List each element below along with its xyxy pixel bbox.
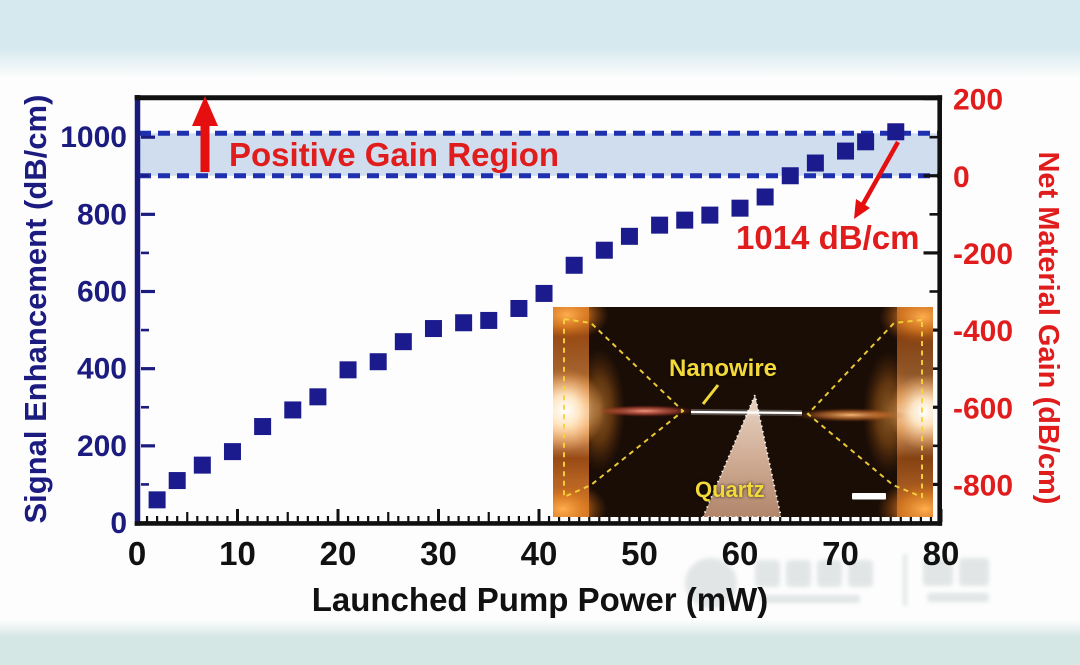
watermark-subtext (760, 595, 860, 603)
right-tick-label: -200 (953, 238, 1013, 271)
right-laser-streak (793, 408, 909, 422)
right-axis-title: Net Material Gain (dB/cm) (1031, 151, 1064, 505)
watermark-divider (903, 554, 907, 606)
x-tick-label: 70 (822, 535, 859, 572)
bottom-margin-band (0, 620, 1080, 665)
right-tick-label: 200 (953, 84, 1003, 117)
watermark-glyph (817, 560, 842, 587)
annotation-arrow-head (854, 199, 870, 219)
max-gain-value-label: 1014 dB/cm (736, 219, 920, 256)
inset-micrograph: Nanowire Quartz (519, 289, 973, 539)
data-point (756, 188, 774, 206)
quartz-label: Quartz (695, 477, 765, 502)
data-point (510, 299, 528, 317)
watermark-subtext (927, 593, 989, 602)
x-tick-label: 80 (923, 535, 960, 572)
x-tick-label: 0 (128, 535, 146, 572)
data-point (701, 206, 719, 224)
annotation-arrow-line (860, 140, 900, 208)
data-point (651, 216, 669, 234)
data-point (223, 443, 241, 461)
data-point (369, 353, 387, 371)
data-point (806, 154, 824, 172)
data-point (837, 142, 855, 160)
right-tick-label: -400 (953, 315, 1013, 348)
data-point (595, 241, 613, 259)
data-point (254, 418, 272, 436)
x-tick-label: 30 (420, 535, 457, 572)
x-tick-label: 10 (219, 535, 256, 572)
watermark-glyph (848, 560, 873, 587)
data-point (887, 123, 905, 141)
right-tick-label: -600 (953, 392, 1013, 425)
right-taper-outline (806, 318, 923, 499)
x-tick-label: 20 (320, 535, 357, 572)
left-laser-streak (593, 405, 697, 417)
data-point (480, 311, 498, 329)
left-tick-label: 1000 (60, 121, 127, 154)
data-point (565, 256, 583, 274)
data-point (676, 211, 694, 229)
nanowire-pointer-line (701, 384, 720, 405)
watermark-glyph (786, 560, 811, 587)
data-point (731, 199, 749, 217)
right-tick-label: -800 (953, 469, 1013, 502)
watermark-glyph (959, 558, 989, 586)
left-tick-label: 600 (77, 276, 127, 309)
x-tick-label: 40 (521, 535, 558, 572)
data-point (309, 388, 327, 406)
data-point (620, 227, 638, 245)
x-tick-label: 50 (621, 535, 658, 572)
top-margin-band (0, 0, 1080, 78)
x-axis-title: Launched Pump Power (mW) (311, 581, 769, 618)
scale-bar (852, 493, 886, 500)
data-point (339, 361, 357, 379)
data-point (535, 284, 553, 302)
data-point (455, 314, 473, 332)
positive-gain-band (139, 133, 939, 176)
positive-gain-region-label: Positive Gain Region (229, 136, 560, 173)
left-tick-label: 200 (77, 430, 127, 463)
data-point (424, 320, 442, 338)
left-tick-label: 800 (77, 198, 127, 231)
data-point (284, 401, 302, 419)
nanowire-label: Nanowire (669, 355, 778, 382)
data-point (394, 333, 412, 351)
data-point (193, 456, 211, 474)
data-point (857, 133, 875, 151)
data-point (781, 167, 799, 185)
up-arrow-shaft (200, 122, 210, 172)
data-point (168, 472, 186, 490)
positive-gain-up-arrow (192, 96, 218, 172)
watermark-glyph (755, 560, 780, 587)
watermark-emblem (685, 558, 737, 608)
up-arrow-head (192, 96, 218, 126)
left-axis-title: Signal Enhancement (dB/cm) (17, 94, 53, 524)
max-gain-annotation-arrow (854, 140, 900, 219)
left-taper-outline (563, 317, 685, 499)
data-point (148, 491, 166, 509)
left-tick-label: 400 (77, 353, 127, 386)
left-tick-label: 0 (110, 507, 127, 540)
watermark-glyph (923, 558, 953, 586)
watermark-logo (655, 548, 1030, 612)
nanowire-line (690, 410, 803, 415)
right-tick-label: 0 (953, 161, 970, 194)
x-tick-label: 60 (722, 535, 759, 572)
